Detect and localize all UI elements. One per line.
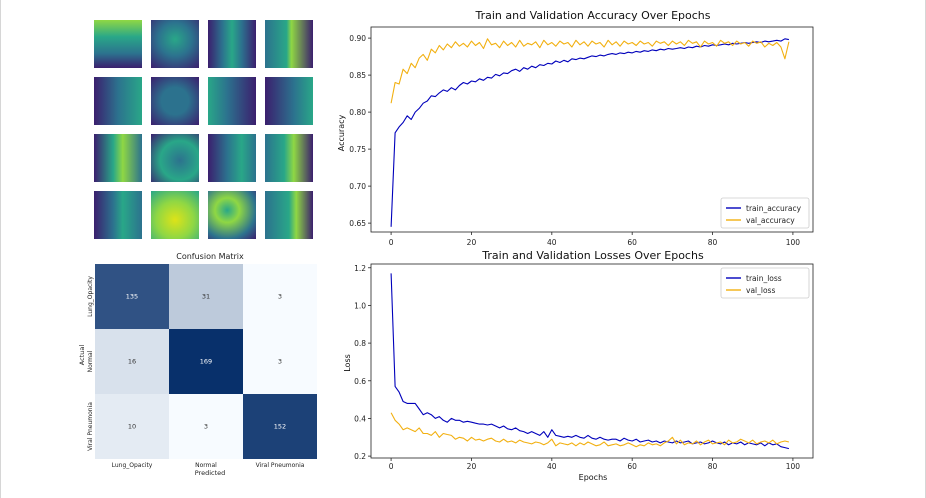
accuracy-legend bbox=[720, 197, 810, 229]
accuracy-x-tick-label: 0 bbox=[389, 238, 394, 246]
cm-cell bbox=[243, 264, 317, 329]
cm-cell-value: 169 bbox=[200, 358, 212, 366]
cm-x-tick-label: Viral Pneumonia bbox=[256, 462, 305, 469]
feature-map-tile bbox=[208, 191, 256, 239]
accuracy-y-tick-label: 0.75 bbox=[349, 145, 366, 154]
feature-map-tile bbox=[265, 20, 313, 68]
feature-map-tile bbox=[151, 134, 199, 182]
cm-cell-value: 3 bbox=[204, 423, 208, 431]
accuracy-x-tick-label: 100 bbox=[786, 238, 801, 246]
loss-y-tick-label: 1.0 bbox=[354, 301, 366, 310]
accuracy-plot-frame bbox=[370, 26, 814, 233]
loss-y-tick-label: 0.8 bbox=[354, 339, 366, 348]
cm-cell bbox=[169, 264, 243, 329]
loss-series-train_loss bbox=[390, 273, 790, 450]
loss-x-tick-label: 80 bbox=[708, 462, 718, 471]
accuracy-legend-label: val_accuracy bbox=[746, 216, 795, 225]
feature-map-tile bbox=[265, 77, 313, 125]
feature-map-tile bbox=[265, 134, 313, 182]
confusion-matrix-chart: Confusion Matrix 135 31 3 16 169 3 10 3 152 Lung_… bbox=[78, 252, 317, 477]
cm-y-tick-label: Lung_Opacity bbox=[87, 276, 94, 317]
feature-map-tile bbox=[94, 20, 142, 68]
feature-map-tile bbox=[265, 191, 313, 239]
loss-title: Train and Validation Losses Over Epochs bbox=[481, 249, 704, 262]
accuracy-ylabel: Accuracy bbox=[337, 114, 346, 151]
loss-legend bbox=[720, 267, 810, 299]
cm-y-tick-label: Viral Pneumonia bbox=[87, 402, 94, 451]
loss-xlabel: Epochs bbox=[579, 473, 608, 482]
cm-cell bbox=[169, 394, 243, 459]
accuracy-legend-label: train_accuracy bbox=[746, 204, 802, 213]
accuracy-chart: Train and Validation Accuracy Over Epoch… bbox=[337, 9, 814, 246]
cm-title: Confusion Matrix bbox=[176, 252, 244, 261]
cm-y-tick-label: Normal bbox=[87, 350, 94, 372]
feature-map-tile bbox=[94, 191, 142, 239]
cm-cell bbox=[243, 394, 317, 459]
accuracy-y-tick-label: 0.65 bbox=[349, 219, 366, 228]
loss-x-tick-label: 60 bbox=[627, 462, 637, 471]
accuracy-series-val_accuracy bbox=[390, 38, 790, 104]
feature-map-tile bbox=[94, 134, 142, 182]
loss-y-tick-label: 0.4 bbox=[354, 414, 366, 423]
cm-cell bbox=[95, 264, 169, 329]
cm-cell bbox=[95, 394, 169, 459]
feature-map-tile bbox=[208, 77, 256, 125]
loss-y-tick-label: 0.2 bbox=[354, 452, 366, 461]
cm-cell-value: 3 bbox=[278, 358, 282, 366]
accuracy-x-tick-label: 60 bbox=[627, 238, 637, 246]
feature-map-tile bbox=[151, 20, 199, 68]
loss-legend-label: val_loss bbox=[746, 286, 775, 295]
accuracy-y-tick-label: 0.90 bbox=[349, 34, 366, 43]
accuracy-title: Train and Validation Accuracy Over Epoch… bbox=[475, 9, 711, 22]
loss-x-tick-label: 40 bbox=[547, 462, 557, 471]
accuracy-y-tick-label: 0.85 bbox=[349, 71, 366, 80]
cm-cell-value: 3 bbox=[278, 293, 282, 301]
feature-map-tile bbox=[94, 77, 142, 125]
loss-series-val_loss bbox=[390, 412, 790, 448]
cm-cell bbox=[169, 329, 243, 394]
loss-x-tick-label: 0 bbox=[389, 462, 394, 471]
feature-map-tile bbox=[208, 20, 256, 68]
cm-cell-value: 152 bbox=[274, 423, 286, 431]
accuracy-x-tick-label: 40 bbox=[547, 238, 557, 246]
cm-xlabel: Predicted bbox=[195, 469, 226, 477]
cm-x-tick-label: Normal bbox=[195, 462, 217, 469]
loss-y-tick-label: 1.2 bbox=[354, 264, 366, 273]
accuracy-y-tick-label: 0.70 bbox=[349, 182, 366, 191]
cm-cell-value: 31 bbox=[202, 293, 210, 301]
loss-ylabel: Loss bbox=[343, 354, 352, 372]
left-frame-border bbox=[0, 0, 1, 498]
feature-map-tile bbox=[151, 77, 199, 125]
cm-cell-value: 135 bbox=[126, 293, 138, 301]
loss-x-tick-label: 100 bbox=[786, 462, 801, 471]
cm-ylabel: Actual bbox=[78, 345, 86, 366]
loss-plot-frame bbox=[370, 263, 814, 459]
accuracy-x-tick-label: 20 bbox=[467, 238, 477, 246]
cm-cell bbox=[95, 329, 169, 394]
cm-cell-value: 16 bbox=[128, 358, 136, 366]
loss-legend-label: train_loss bbox=[746, 274, 782, 283]
loss-x-tick-label: 20 bbox=[467, 462, 477, 471]
loss-y-tick-label: 0.6 bbox=[354, 377, 366, 386]
accuracy-x-tick-label: 80 bbox=[708, 238, 718, 246]
feature-map-tile bbox=[151, 191, 199, 239]
cm-cell bbox=[243, 329, 317, 394]
cm-cell-value: 10 bbox=[128, 423, 136, 431]
accuracy-y-tick-label: 0.80 bbox=[349, 108, 366, 117]
accuracy-series-train_accuracy bbox=[390, 38, 790, 227]
loss-chart: Train and Validation Losses Over Epochs … bbox=[343, 249, 814, 482]
cm-x-tick-label: Lung_Opacity bbox=[112, 462, 153, 469]
feature-map-tile bbox=[208, 134, 256, 182]
